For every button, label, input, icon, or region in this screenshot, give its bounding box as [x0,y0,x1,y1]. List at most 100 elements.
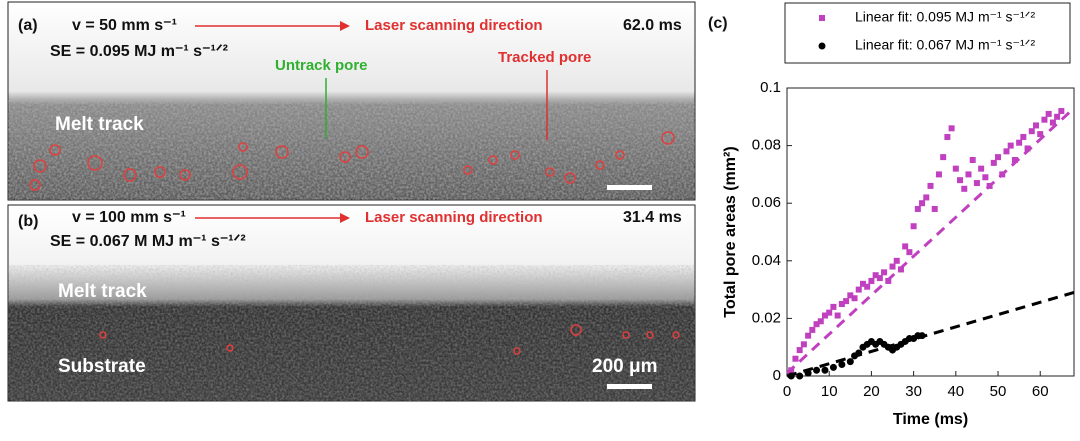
point [910,223,917,230]
point [1041,116,1048,123]
y-tick-label: 0 [773,367,781,384]
point [1045,110,1052,117]
point [805,332,812,339]
y-tick-label: 0.02 [752,309,781,326]
point [809,326,816,333]
point [935,171,942,178]
time: 62.0 ms [623,17,682,34]
y-tick-label: 0.06 [752,194,781,211]
point [957,177,964,184]
point [851,295,858,302]
point [843,298,850,305]
plot-area [786,87,1075,377]
pores [99,324,680,355]
point [1020,133,1027,140]
point [876,275,883,282]
speed: v = 50 mm s⁻¹ [72,17,177,34]
point [1037,131,1044,138]
point [1011,157,1018,163]
point [944,133,951,140]
point [1049,119,1056,126]
point [829,363,837,371]
point [838,301,845,307]
point [1007,142,1014,149]
direction: Laser scanning direction [365,209,543,226]
legend-label: Linear fit: 0.095 MJ m⁻¹ s⁻¹ᐟ² [855,9,1036,25]
point [902,243,909,250]
legend-box [784,2,1071,64]
point [982,174,989,181]
point [889,263,896,270]
direction: Laser scanning direction [365,17,543,34]
point [952,165,959,172]
point [919,200,926,207]
melt-label: Melt track [55,114,144,135]
y-tick-label: 0.1 [760,79,781,96]
scale-label: 200 μm [592,356,658,377]
arrow-head [340,21,350,31]
point [813,321,820,328]
point [830,303,837,310]
point [1024,145,1031,152]
point [1054,113,1061,120]
point [1058,108,1065,115]
point [927,182,934,189]
point [872,272,879,279]
panel-a: (a) v = 50 mm s⁻¹ SE = 0.095 MJ m⁻¹ s⁻¹ᐟ… [7,1,696,201]
y-tick-label: 0.08 [752,137,781,154]
point [826,309,833,316]
x-tick-label: 10 [821,383,838,400]
point [940,154,947,161]
pores [29,131,675,191]
x-tick-label: 0 [783,383,791,400]
legend-label: Linear fit: 0.067 MJ m⁻¹ s⁻¹ᐟ² [855,37,1036,53]
point [813,366,821,374]
x-tick-label: 40 [947,383,964,400]
point [846,358,854,366]
point [855,286,862,293]
point [817,318,824,325]
point [906,249,913,256]
point [1028,128,1035,135]
point [973,180,980,187]
x-tick-label: 20 [863,383,880,400]
legend-marker [818,42,826,50]
panel-label: (b) [18,213,38,230]
point [821,366,829,374]
point [796,372,804,380]
point [990,159,997,166]
legend-marker [819,15,825,21]
point [821,312,828,319]
point [965,171,972,178]
point [1016,139,1023,146]
point [847,292,854,299]
fit-line [785,107,1076,375]
y-axis-label: Total pore areas (mm²) [722,146,739,317]
x-axis-label: Time (ms) [893,411,968,428]
point [868,277,875,284]
point [1033,122,1040,129]
point [881,269,888,276]
y-tick-label: 0.04 [752,252,781,269]
point [864,283,871,290]
point [969,157,976,163]
point [796,347,803,354]
speed: v = 100 mm s⁻¹ [72,209,186,226]
energy: SE = 0.095 MJ m⁻¹ s⁻¹ᐟ² [50,43,228,60]
tracked-label: Tracked pore [498,49,591,66]
panel-b: (b) v = 100 mm s⁻¹ SE = 0.067 M MJ m⁻¹ s… [7,204,696,402]
point [792,355,799,362]
point [834,312,841,319]
point [948,125,955,132]
point [914,205,921,212]
x-tick-label: 30 [905,383,922,400]
energy: SE = 0.067 M MJ m⁻¹ s⁻¹ᐟ² [50,233,246,250]
untrack-label: Untrack pore [275,57,368,74]
panel-label: (a) [18,17,38,34]
point [1003,148,1010,155]
point [923,194,930,201]
point [995,154,1002,161]
point [838,360,846,368]
scale-bar [607,384,652,389]
